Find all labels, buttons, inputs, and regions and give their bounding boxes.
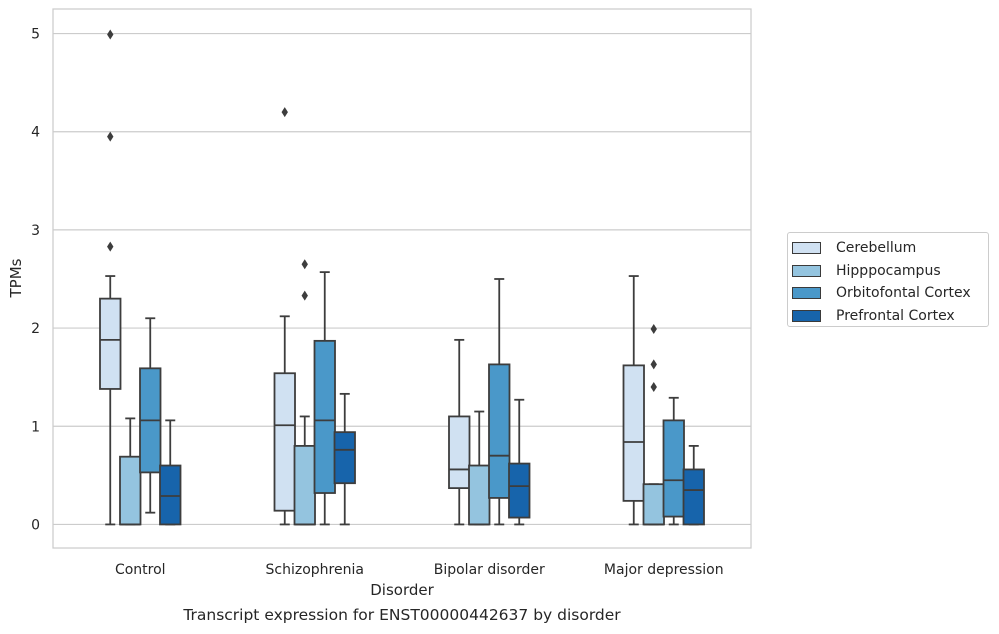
x-axis-label: Disorder xyxy=(370,581,434,599)
box-body xyxy=(508,462,531,519)
y-tick-label: 2 xyxy=(31,321,40,337)
box-body xyxy=(119,455,142,526)
box-0-2 xyxy=(139,317,162,514)
box-2-3 xyxy=(508,398,531,526)
box-0-1 xyxy=(119,417,142,526)
legend-label-orbitofrontal: Orbitofontal Cortex xyxy=(836,285,971,302)
box-2-2 xyxy=(488,278,511,526)
legend-label-cerebellum: Cerebellum xyxy=(836,240,917,257)
legend-label-prefrontal: Prefrontal Cortex xyxy=(836,308,955,325)
legend-swatch-hippocampus xyxy=(792,264,821,277)
x-tick-label: Bipolar disorder xyxy=(434,562,545,578)
outlier-point xyxy=(107,29,114,40)
legend-swatch-orbitofrontal xyxy=(792,287,821,300)
legend-swatch-cerebellum xyxy=(792,242,821,255)
box-body xyxy=(662,419,685,518)
box-body xyxy=(448,415,471,490)
box-layer xyxy=(99,29,705,526)
box-body xyxy=(159,464,182,526)
outlier-point xyxy=(650,381,657,392)
y-axis-ticks: 0 1 2 3 4 5 xyxy=(31,27,40,534)
legend-item-hippocampus: Hipppocampus xyxy=(792,260,988,283)
box-body xyxy=(273,372,296,512)
y-tick-label: 3 xyxy=(31,223,40,239)
box-body xyxy=(99,297,122,390)
box-body xyxy=(488,363,511,499)
box-body xyxy=(622,364,645,502)
y-axis-label: TPMs xyxy=(7,258,25,298)
y-tick-label: 0 xyxy=(31,517,40,533)
box-3-1 xyxy=(642,324,665,526)
box-body xyxy=(642,483,665,526)
chart-caption: Transcript expression for ENST0000044263… xyxy=(183,606,621,624)
y-tick-label: 4 xyxy=(31,125,40,141)
outlier-point xyxy=(107,131,114,142)
box-3-3 xyxy=(682,444,705,526)
legend-label-hippocampus: Hipppocampus xyxy=(836,262,941,279)
legend: Cerebellum Hipppocampus Orbitofontal Cor… xyxy=(787,232,989,327)
outlier-point xyxy=(301,290,308,301)
outlier-point xyxy=(650,359,657,370)
box-body xyxy=(682,468,705,526)
legend-item-cerebellum: Cerebellum xyxy=(792,237,988,260)
legend-item-orbitofrontal: Orbitofontal Cortex xyxy=(792,282,988,305)
box-0-0 xyxy=(99,29,122,526)
box-body xyxy=(293,444,316,526)
legend-item-prefrontal: Prefrontal Cortex xyxy=(792,305,988,328)
box-body xyxy=(313,339,336,494)
x-tick-label: Control xyxy=(115,562,166,578)
legend-swatch-prefrontal xyxy=(792,310,821,323)
box-1-2 xyxy=(313,271,336,526)
outlier-point xyxy=(107,241,114,252)
y-tick-label: 5 xyxy=(31,27,40,43)
outlier-point xyxy=(650,324,657,335)
y-tick-label: 1 xyxy=(31,419,40,435)
outlier-point xyxy=(301,259,308,270)
box-body xyxy=(468,464,491,526)
x-axis-ticks: Control Schizophrenia Bipolar disorder Majo… xyxy=(115,562,724,578)
x-tick-label: Schizophrenia xyxy=(266,562,364,578)
outlier-point xyxy=(281,107,288,118)
box-1-3 xyxy=(333,392,356,526)
box-3-0 xyxy=(622,275,645,526)
box-3-2 xyxy=(662,396,685,526)
x-tick-label: Major depression xyxy=(604,562,724,578)
box-2-1 xyxy=(468,410,491,526)
box-0-3 xyxy=(159,419,182,526)
box-body xyxy=(333,431,356,485)
box-2-0 xyxy=(448,338,471,526)
box-1-0 xyxy=(273,107,296,526)
